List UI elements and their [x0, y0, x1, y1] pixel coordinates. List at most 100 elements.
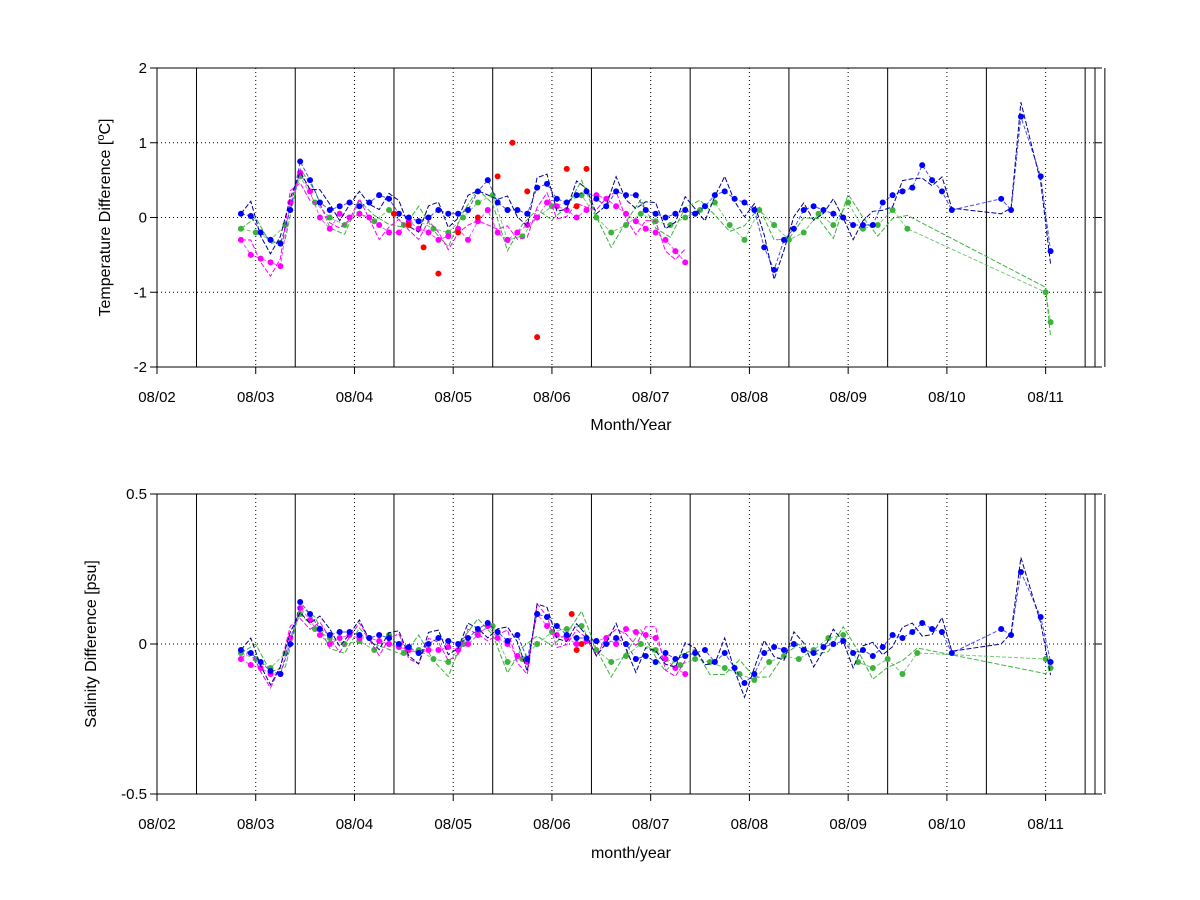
x-tick-label: 08/05: [434, 389, 472, 406]
temperature-magenta-point: [307, 188, 314, 195]
temperature-red-point: [455, 229, 462, 236]
salinity-magenta-point: [474, 632, 481, 638]
temperature-green-point: [756, 207, 763, 214]
salinity-green-point: [371, 647, 378, 653]
salinity-blue-point: [761, 650, 768, 656]
temperature-blue-point: [425, 214, 432, 221]
salinity-blue-point: [455, 641, 462, 647]
temperature-magenta-point: [484, 207, 491, 214]
salinity-red-point: [573, 647, 580, 653]
temperature-blue-point: [701, 203, 708, 210]
temperature-blue-point: [386, 195, 393, 202]
temperature-green-point: [430, 225, 437, 232]
salinity-blue-point: [652, 659, 659, 665]
salinity-blue-point: [524, 656, 531, 662]
salinity-magenta-point: [573, 641, 580, 647]
temperature-blue-point: [879, 199, 886, 206]
temperature-red-point: [509, 139, 516, 146]
temperature-magenta-point: [662, 236, 669, 243]
temperature-blue-point: [366, 199, 373, 206]
temperature-blue-point: [563, 199, 570, 206]
y-tick-label: -2: [134, 359, 147, 376]
temperature-blue-point: [524, 210, 531, 217]
salinity-magenta-point: [465, 641, 472, 647]
temperature-blue-point: [435, 207, 442, 214]
salinity-green-point: [593, 647, 600, 653]
salinity-blue-point: [287, 641, 294, 647]
temperature-green-point: [637, 210, 644, 217]
temperature-red-point: [563, 165, 570, 172]
salinity-magenta-point: [297, 605, 304, 611]
salinity-blue-point: [771, 644, 778, 650]
salinity-blue-point: [494, 629, 501, 635]
salinity-green-point: [855, 659, 862, 665]
temperature-panel: 2 1 0 -1 -2 08/02 08/03 08/04 08/05 08/06 08/07 08/…: [95, 60, 1106, 434]
salinity-blue-point: [721, 650, 728, 656]
temperature-green-point: [830, 221, 837, 228]
temperature-red-point: [474, 214, 481, 221]
temperature-blue-point: [415, 218, 422, 225]
salinity-blue-point: [316, 626, 323, 632]
temperature-green-point: [711, 199, 718, 206]
salinity-green-point: [504, 659, 511, 665]
salinity-magenta-point: [662, 656, 669, 662]
salinity-blue-point: [850, 650, 857, 656]
salinity-blue-point: [415, 650, 422, 656]
y-axis-label: Salinity Difference [psu]: [83, 560, 100, 728]
x-tick-label: 08/04: [336, 389, 374, 406]
y-axis-label-main: Temperature Difference [: [97, 140, 114, 316]
salinity-blue-point: [553, 623, 560, 629]
salinity-blue-point: [366, 635, 373, 641]
temperature-magenta-point: [642, 225, 649, 232]
temperature-blue-point: [583, 188, 590, 195]
temperature-magenta-point: [573, 214, 580, 221]
temperature-blue-point: [405, 214, 412, 221]
temperature-magenta-point: [326, 225, 333, 232]
temperature-red-point: [583, 165, 590, 172]
salinity-blue-point: [573, 635, 580, 641]
y-tick-label: 0.5: [126, 486, 147, 503]
temperature-magenta-point: [316, 214, 323, 221]
temperature-blue-point: [307, 177, 314, 184]
temperature-magenta-point: [346, 214, 353, 221]
salinity-blue-point: [692, 650, 699, 656]
temperature-green-point: [741, 236, 748, 243]
salinity-blue-point: [889, 632, 896, 638]
salinity-blue-point: [998, 626, 1005, 632]
temperature-blue-point: [603, 203, 610, 210]
temperature-blue-point: [652, 210, 659, 217]
salinity-blue-point: [376, 632, 383, 638]
salinity-blue-point: [307, 611, 314, 617]
temperature-blue-point: [455, 210, 462, 217]
temperature-magenta-point: [534, 214, 541, 221]
salinity-magenta-point: [623, 626, 629, 632]
salinity-blue-point: [711, 659, 718, 665]
temperature-blue-point: [711, 192, 718, 199]
x-tick-label: 08/05: [434, 816, 472, 833]
temperature-blue-point: [376, 192, 383, 199]
temperature-blue-point: [474, 188, 481, 195]
temperature-blue-point: [267, 236, 274, 243]
temperature-blue-point: [948, 207, 955, 214]
salinity-magenta-line: [240, 606, 686, 675]
y-axis-label-superscript: o: [95, 135, 107, 141]
temperature-blue-point: [297, 158, 304, 165]
salinity-blue-point: [247, 650, 254, 656]
temperature-blue-point: [237, 210, 244, 217]
temperature-blue-point: [623, 192, 629, 199]
salinity-magenta-point: [435, 647, 442, 653]
temperature-green-point: [800, 229, 807, 236]
temperature-magenta-point: [267, 259, 274, 266]
temperature-blue-point: [356, 203, 363, 210]
salinity-blue-point: [603, 641, 610, 647]
salinity-blue-point: [504, 638, 511, 644]
temperature-magenta-point: [425, 229, 432, 236]
x-tick-label: 08/04: [336, 816, 374, 833]
salinity-blue-point: [642, 653, 649, 659]
temperature-blue-point: [899, 188, 906, 195]
salinity-green-point: [563, 626, 570, 632]
temperature-magenta-point: [376, 221, 383, 228]
temperature-magenta-line: [240, 171, 686, 267]
x-tick-label: 08/09: [829, 816, 867, 833]
